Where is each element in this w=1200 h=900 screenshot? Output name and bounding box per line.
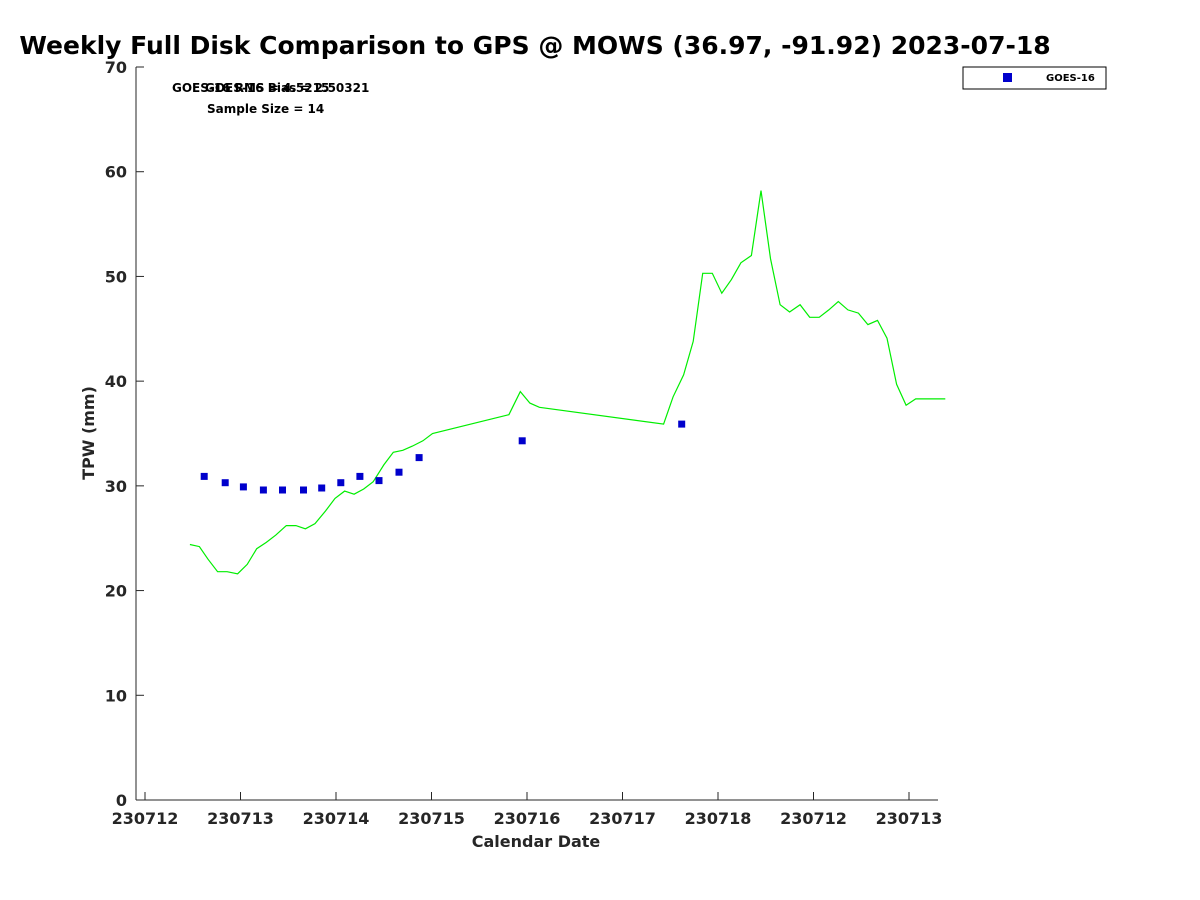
x-tick-label: 230712	[112, 809, 179, 828]
goes16-point	[415, 454, 423, 462]
x-tick-label: 230715	[398, 809, 465, 828]
goes16-point	[221, 479, 229, 487]
y-tick-label: 20	[105, 582, 127, 601]
x-ticks: 230712 230713 230714 230715 230716 230717 2307…	[112, 792, 943, 828]
stats-annotation: GOES-16 RMS = 4.5215 GOES-16 Bias = 2.50…	[172, 81, 369, 116]
legend-marker-goes16	[1003, 73, 1012, 82]
goes16-point	[678, 420, 686, 428]
plot-frame	[136, 67, 938, 800]
plot-area	[135, 67, 938, 801]
y-tick-label: 30	[105, 477, 127, 496]
x-tick-label: 230717	[589, 809, 656, 828]
goes16-point	[337, 479, 345, 487]
rms-annotation: GOES-16 RMS = 4.5215	[172, 81, 329, 95]
bias-annotation: GOES-16 Bias = 2.50321	[205, 81, 369, 95]
y-tick-label: 50	[105, 267, 127, 286]
goes16-point	[200, 472, 208, 480]
goes16-point	[300, 486, 307, 494]
x-tick-label: 230718	[685, 809, 752, 828]
sample-size-annotation: Sample Size = 14	[207, 102, 324, 116]
y-tick-label: 10	[105, 686, 127, 705]
y-tick-label: 0	[116, 791, 127, 810]
y-tick-label: 40	[105, 372, 127, 391]
goes16-point	[518, 437, 526, 445]
legend-label-goes16: GOES-16	[1046, 73, 1095, 84]
y-ticks: 0 10 20 30 40 50 60 70	[105, 58, 144, 810]
goes16-point	[375, 477, 383, 485]
gps-tpw-line	[189, 190, 946, 575]
goes16-point	[279, 486, 286, 494]
x-tick-label: 230714	[303, 809, 370, 828]
x-tick-label: 230712	[780, 809, 847, 828]
goes16-point	[395, 468, 403, 476]
y-tick-label: 70	[105, 58, 127, 77]
x-tick-label: 230716	[494, 809, 561, 828]
goes16-point	[318, 484, 326, 492]
legend-box	[962, 66, 1107, 90]
goes16-point	[356, 472, 364, 480]
goes16-point	[239, 483, 247, 491]
chart-title: Weekly Full Disk Comparison to GPS @ MOW…	[19, 31, 1050, 60]
x-axis-label: Calendar Date	[472, 832, 601, 851]
goes16-point	[259, 486, 267, 494]
x-tick-label: 230713	[207, 809, 274, 828]
goes16-scatter-series	[200, 420, 686, 494]
y-tick-label: 60	[105, 163, 127, 182]
gps-line-series	[189, 190, 946, 575]
legend: GOES-16	[962, 66, 1107, 90]
x-tick-label: 230713	[876, 809, 943, 828]
y-axis-label: TPW (mm)	[79, 386, 98, 480]
